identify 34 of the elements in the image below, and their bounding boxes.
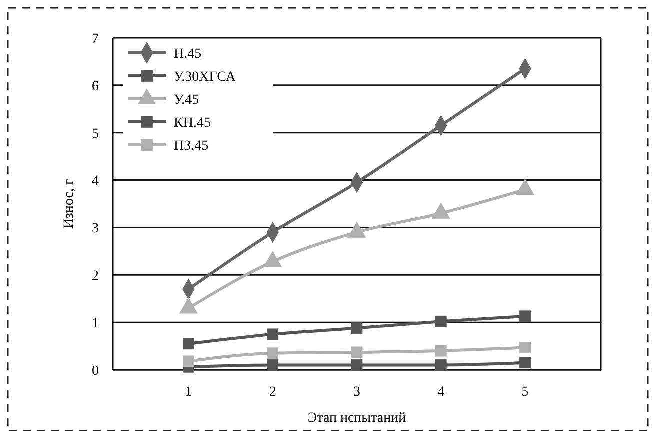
x-tick-label: 2: [269, 385, 276, 400]
y-tick-label: 2: [92, 269, 99, 284]
x-tick-label: 4: [438, 385, 445, 400]
legend-label: ПЗ.45: [174, 138, 209, 154]
x-axis-title: Этап испытаний: [308, 411, 407, 426]
legend-label: КН.45: [174, 116, 211, 131]
point: [351, 322, 363, 334]
x-tick-label: 1: [185, 385, 192, 400]
point: [267, 360, 279, 371]
x-tick-label: 3: [354, 385, 360, 400]
y-tick-label: 5: [92, 126, 99, 142]
point: [267, 328, 279, 340]
y-tick-label: 1: [92, 316, 99, 332]
y-tick-label: 0: [92, 364, 99, 379]
point: [435, 316, 447, 328]
legend-label: У.45: [174, 92, 200, 108]
point: [520, 357, 531, 369]
x-tick-label: 5: [522, 385, 529, 400]
point: [351, 360, 363, 371]
legend-label: У.30ХГСА: [174, 70, 237, 85]
y-tick-label: 3: [92, 222, 99, 237]
point: [520, 342, 531, 354]
y-tick-label: 6: [92, 79, 99, 94]
point: [435, 360, 447, 371]
point: [351, 346, 363, 358]
point: [183, 356, 194, 368]
y-tick-label: 7: [92, 32, 99, 47]
y-tick-label: 4: [92, 174, 99, 190]
legend-label: Н.45: [174, 46, 202, 62]
y-axis-title: Износ, г: [62, 179, 77, 229]
point: [520, 310, 531, 322]
point: [267, 348, 279, 360]
point: [435, 345, 447, 357]
point: [183, 338, 194, 350]
